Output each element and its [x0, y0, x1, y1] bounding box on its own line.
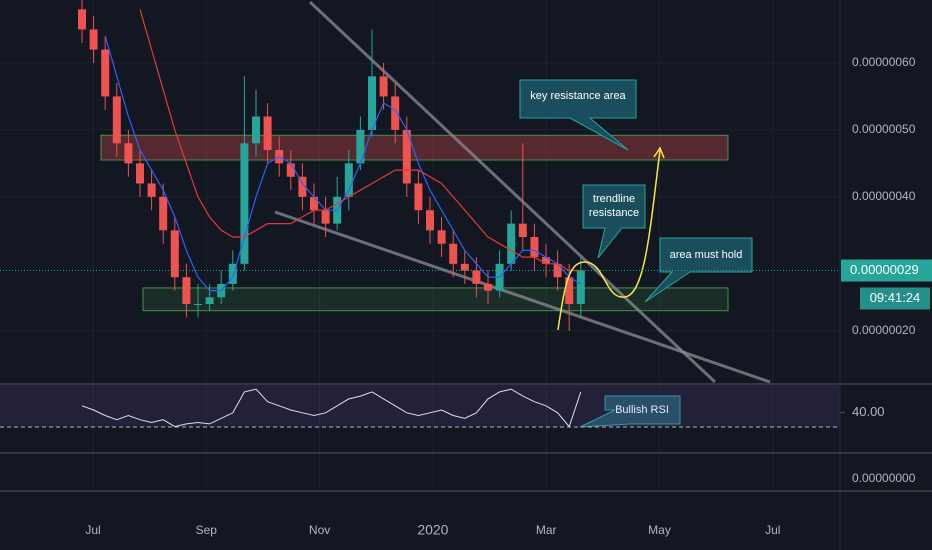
candle-body — [472, 270, 481, 284]
candle-body — [159, 196, 168, 231]
x-tick-label: Mar — [536, 523, 557, 537]
annotation: Bullish RSI — [615, 404, 669, 416]
candle-body — [565, 277, 574, 304]
candle-body — [530, 237, 539, 258]
candles — [78, 0, 585, 331]
projection-arrow — [653, 146, 665, 159]
y-tick-label: 0.00000050 — [852, 122, 916, 136]
candle-body — [286, 163, 295, 177]
candle-body — [460, 263, 469, 271]
candle-body — [449, 243, 458, 264]
candle-body — [402, 129, 411, 184]
candle-body — [194, 303, 202, 305]
candle-body — [170, 230, 179, 278]
candle-body — [437, 230, 446, 244]
annotation: key resistance area — [530, 90, 626, 102]
countdown-box — [860, 287, 930, 310]
candle-body — [252, 116, 260, 144]
candle-body — [542, 257, 550, 264]
candle-body — [426, 210, 434, 231]
resistance-trendline — [308, 0, 717, 384]
candle-body — [182, 277, 191, 304]
candle-body — [263, 116, 272, 150]
candle-body — [101, 49, 110, 97]
zone — [100, 134, 729, 161]
candle-body — [507, 223, 516, 264]
candle-body — [391, 96, 400, 130]
last-price-label: 0.00000029 — [850, 262, 919, 277]
rsi-band — [0, 385, 840, 427]
candle-body — [368, 76, 376, 130]
rsi-line — [81, 388, 582, 428]
rsi-tick-label: 40.00 — [852, 404, 885, 419]
x-tick-label: Nov — [309, 523, 330, 537]
candle-body — [298, 176, 307, 197]
candle-body — [414, 183, 423, 211]
candle-body — [310, 196, 318, 211]
callout — [519, 79, 637, 151]
candle-body — [89, 29, 98, 50]
support-trendline — [274, 210, 771, 384]
candle-body — [518, 223, 527, 238]
y-tick-label: 0.00000000 — [852, 471, 916, 485]
x-tick-label: 2020 — [417, 522, 448, 538]
candle-body — [321, 210, 330, 224]
x-tick-label: May — [648, 523, 671, 537]
annotation: area must hold — [670, 249, 743, 261]
candle-body — [78, 9, 86, 30]
candle-body — [124, 143, 133, 164]
y-tick-label: 0.00000040 — [852, 189, 916, 203]
candle-body — [484, 283, 492, 291]
candle-body — [112, 96, 121, 144]
candle-body — [344, 163, 353, 197]
candle-body — [136, 163, 144, 184]
candle-body — [379, 76, 388, 97]
callout — [644, 237, 753, 303]
candle-body — [356, 129, 365, 164]
candle-body — [240, 143, 249, 264]
callout — [582, 184, 646, 259]
y-tick-label: 0.00000020 — [852, 323, 916, 337]
callout — [579, 395, 681, 428]
candle-body — [553, 263, 562, 278]
candle-body — [576, 270, 585, 304]
x-tick-label: Sep — [196, 523, 218, 537]
candle-body — [205, 297, 214, 304]
annotation: resistance — [589, 207, 639, 219]
x-tick-label: Jul — [85, 523, 100, 537]
zone — [142, 287, 729, 312]
y-tick-label: 0.00000060 — [852, 55, 916, 69]
projection-curve — [557, 149, 661, 331]
candle-body — [147, 183, 156, 197]
countdown: 09:41:24 — [870, 290, 921, 305]
x-tick-label: Jul — [765, 523, 780, 537]
candle-body — [228, 263, 237, 284]
moving-average — [139, 9, 581, 272]
last-price-box — [841, 259, 932, 282]
annotation: trendline — [593, 193, 635, 205]
